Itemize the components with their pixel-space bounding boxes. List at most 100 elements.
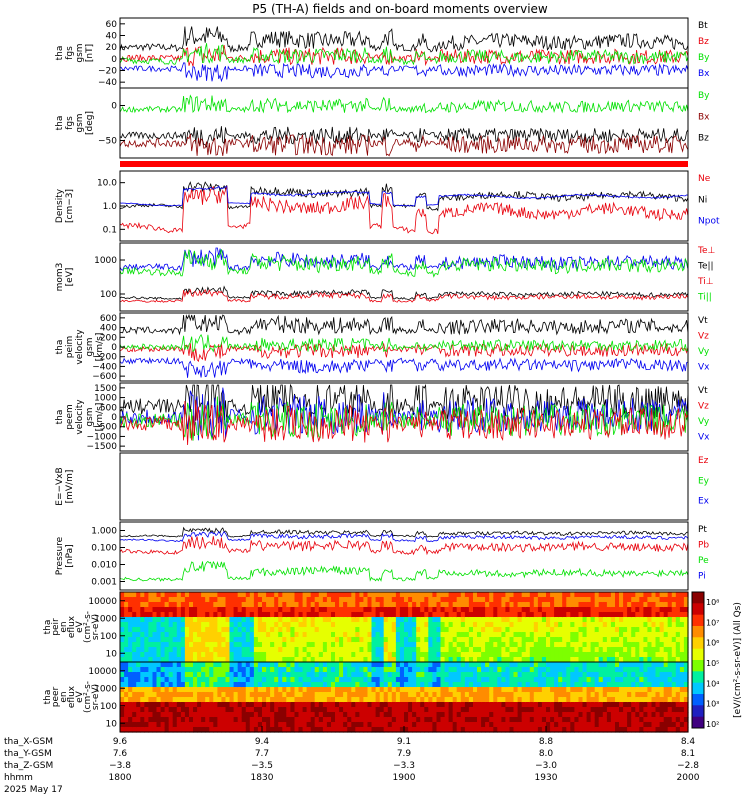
- spectrogram-cell: [546, 607, 551, 613]
- spectrogram-cell: [619, 707, 624, 713]
- spectrogram-cell: [647, 617, 653, 623]
- spectrogram-cell: [237, 672, 243, 678]
- spectrogram-cell: [497, 682, 502, 688]
- spectrogram-cell: [574, 692, 580, 698]
- spectrogram-cell: [477, 617, 482, 623]
- spectrogram-cell: [294, 632, 300, 638]
- spectrogram-cell: [249, 597, 255, 603]
- legend-Npot: Npot: [698, 217, 720, 227]
- spectrogram-cell: [241, 727, 247, 733]
- spectrogram-cell: [282, 602, 287, 608]
- spectrogram-cell: [541, 592, 547, 598]
- spectrogram-cell: [294, 612, 300, 618]
- spectrogram-cell: [343, 697, 348, 703]
- spectrogram-cell: [485, 602, 490, 608]
- spectrogram-cell: [201, 637, 206, 643]
- spectrogram-cell: [497, 677, 502, 683]
- y-tick-label: 10: [106, 649, 118, 659]
- spectrogram-cell: [371, 712, 377, 718]
- spectrogram-cell: [351, 597, 356, 603]
- spectrogram-cell: [497, 622, 502, 628]
- x-tick-label: −3.3: [393, 761, 415, 771]
- spectrogram-cell: [509, 717, 515, 723]
- spectrogram-cell: [359, 632, 365, 638]
- spectrogram-cell: [395, 722, 401, 728]
- spectrogram-cell: [318, 692, 324, 698]
- spectrogram-cell: [168, 592, 174, 598]
- spectrogram-cell: [525, 602, 531, 608]
- spectrogram-cell: [237, 657, 243, 663]
- spectrogram-cell: [257, 617, 263, 623]
- spectrogram-cell: [197, 672, 202, 678]
- spectrogram-cell: [651, 667, 657, 673]
- spectrogram-cell: [225, 637, 231, 643]
- spectrogram-cell: [172, 717, 178, 723]
- spectrogram-cell: [249, 697, 255, 703]
- spectrogram-cell: [404, 597, 409, 603]
- spectrogram-cell: [541, 722, 547, 728]
- spectrogram-cell: [314, 672, 320, 678]
- spectrogram-cell: [391, 637, 397, 643]
- spectrogram-cell: [509, 637, 515, 643]
- spectrogram-cell: [294, 617, 300, 623]
- spectrogram-cell: [679, 602, 685, 608]
- spectrogram-cell: [651, 687, 657, 693]
- legend-Vz: Vz: [698, 402, 709, 412]
- axis-label-line: Pressure: [55, 536, 65, 575]
- spectrogram-cell: [399, 657, 405, 663]
- spectrogram-cell: [367, 692, 373, 698]
- spectrogram-cell: [659, 597, 665, 603]
- spectrogram-cell: [586, 667, 592, 673]
- spectrogram-cell: [249, 677, 255, 683]
- spectrogram-cell: [359, 597, 365, 603]
- spectrogram-cell: [213, 707, 218, 713]
- spectrogram-cell: [282, 697, 287, 703]
- spectrogram-cell: [643, 722, 649, 728]
- spectrogram-cell: [355, 647, 360, 653]
- spectrogram-cell: [399, 632, 405, 638]
- trace-6-0: [119, 383, 689, 423]
- legend-Ti⊥: Ti⊥: [697, 277, 714, 287]
- spectrogram-cell: [675, 667, 681, 673]
- spectrogram-cell: [399, 707, 405, 713]
- spectrogram-cell: [278, 687, 283, 693]
- spectrogram-cell: [205, 652, 210, 658]
- spectrogram-cell: [623, 592, 628, 598]
- spectrogram-cell: [440, 702, 446, 708]
- spectrogram-cell: [554, 602, 559, 608]
- spectrogram-cell: [675, 607, 681, 613]
- spectrogram-cell: [444, 702, 450, 708]
- spectrogram-cell: [221, 642, 227, 648]
- spectrogram-cell: [416, 722, 421, 728]
- spectrogram-cell: [623, 677, 628, 683]
- spectrogram-cell: [262, 677, 267, 683]
- spectrogram-cell: [335, 702, 340, 708]
- spectrogram-cell: [456, 607, 462, 613]
- spectrogram-cell: [477, 712, 482, 718]
- spectrogram-cell: [683, 607, 689, 613]
- spectrogram-cell: [233, 642, 239, 648]
- spectrogram-cell: [452, 687, 458, 693]
- spectrogram-cell: [513, 697, 519, 703]
- spectrogram-cell: [217, 647, 223, 653]
- spectrogram-cell: [489, 607, 494, 613]
- spectrogram-cell: [578, 727, 584, 733]
- spectrogram-cell: [205, 627, 210, 633]
- spectrogram-cell: [639, 662, 644, 668]
- spectrogram-cell: [619, 597, 624, 603]
- spectrogram-cell: [598, 657, 604, 663]
- trace-8-2: [119, 536, 689, 556]
- spectrogram-cell: [436, 672, 442, 678]
- spectrogram-cell: [387, 662, 393, 668]
- spectrogram-cell: [205, 597, 210, 603]
- spectrogram-cell: [331, 692, 336, 698]
- spectrogram-cell: [513, 597, 519, 603]
- x-tick-label: 9.1: [397, 737, 411, 747]
- spectrogram-cell: [294, 672, 300, 678]
- spectrogram-cell: [339, 677, 344, 683]
- spectrogram-cell: [347, 612, 352, 618]
- spectrogram-cell: [128, 657, 133, 663]
- spectrogram-cell: [314, 592, 320, 598]
- spectrogram-cell: [262, 697, 267, 703]
- spectrogram-cell: [278, 627, 283, 633]
